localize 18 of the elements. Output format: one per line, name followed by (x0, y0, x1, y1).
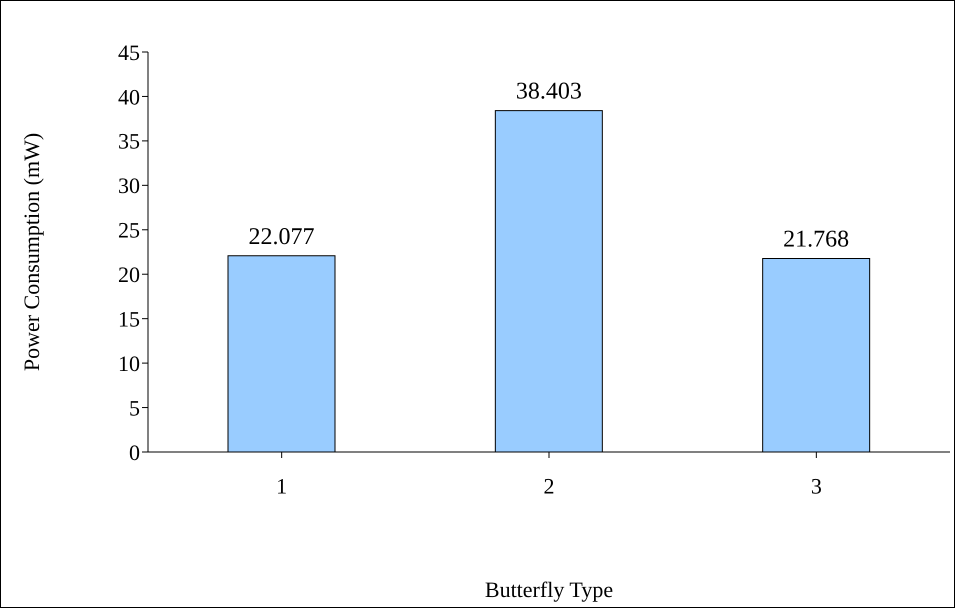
data-label: 22.077 (248, 224, 314, 250)
x-axis-title: Butterfly Type (484, 577, 614, 602)
x-tick-label: 3 (810, 474, 822, 499)
y-tick-label: 30 (118, 173, 140, 198)
x-tick-label: 1 (276, 474, 288, 499)
y-tick-label: 10 (118, 350, 140, 376)
y-tick-label: 0 (129, 440, 140, 465)
x-tick-label: 2 (544, 474, 554, 499)
y-tick-label: 5 (129, 395, 140, 420)
y-tick-label: 15 (118, 306, 140, 332)
data-label: 38.403 (516, 78, 582, 105)
y-tick-label: 20 (118, 262, 140, 288)
y-tick-label: 35 (118, 128, 140, 154)
y-tick-label: 45 (118, 40, 140, 65)
y-axis-title: Power Consumption (mW) (18, 132, 44, 372)
y-tick-label: 40 (118, 84, 140, 110)
y-tick-label: 25 (118, 218, 140, 243)
data-label: 21.768 (783, 226, 850, 253)
